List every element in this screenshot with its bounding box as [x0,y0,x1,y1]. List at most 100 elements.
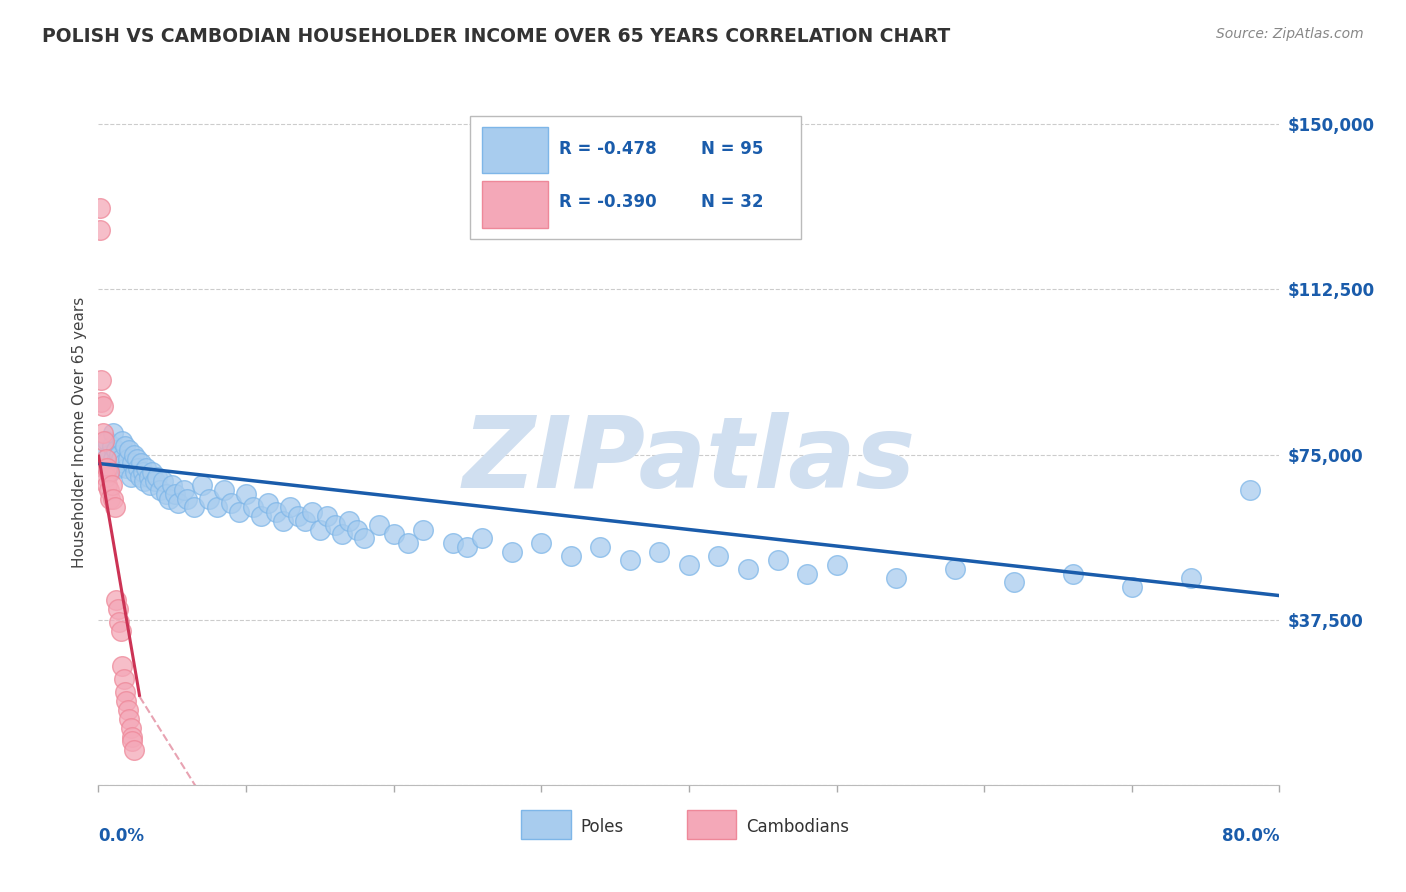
Point [91,399,114,413]
Point [93,434,115,449]
Point [121,734,143,748]
Point [353,532,375,546]
Point [90,373,112,387]
Point [943,562,966,576]
Point [368,518,391,533]
Point [146,469,169,483]
Y-axis label: Householder Income Over 65 years: Householder Income Over 65 years [72,297,87,568]
Point [165,487,187,501]
Point [89,201,111,215]
Point [457,540,479,554]
Point [737,562,759,576]
Point [143,474,166,488]
Point [648,544,671,558]
Point [139,478,162,492]
Point [112,673,135,687]
Point [97,465,120,479]
Point [382,527,405,541]
Point [191,478,214,492]
Point [111,434,134,449]
Point [93,461,115,475]
Point [110,624,132,638]
Point [127,461,149,475]
Point [301,505,323,519]
Text: ZIPatlas: ZIPatlas [463,412,915,509]
FancyBboxPatch shape [522,810,571,839]
Point [1002,575,1025,590]
Point [138,469,160,483]
Text: R = -0.390: R = -0.390 [560,194,657,211]
Point [98,491,121,506]
Point [228,505,250,519]
Point [132,465,155,479]
Point [104,500,127,515]
Point [183,500,205,515]
Point [121,457,143,471]
Point [242,500,264,515]
Point [122,448,145,462]
Point [104,457,127,471]
Point [94,469,117,483]
Point [346,523,368,537]
Point [114,685,136,699]
Point [134,474,156,488]
Point [96,478,118,492]
Point [108,615,131,629]
Point [111,659,134,673]
Point [162,478,183,492]
Text: Source: ZipAtlas.com: Source: ZipAtlas.com [1216,27,1364,41]
Point [128,469,150,483]
Point [280,500,302,515]
Point [108,448,131,462]
Point [100,478,122,492]
Point [294,514,316,528]
Point [103,425,125,440]
Point [707,549,730,563]
Point [1121,580,1143,594]
Point [114,439,136,453]
Point [167,496,190,510]
Point [105,593,128,607]
Point [1062,566,1084,581]
Point [155,487,177,501]
Point [91,425,114,440]
Point [176,491,198,506]
Point [121,730,143,744]
Text: R = -0.478: R = -0.478 [560,140,657,158]
Point [96,434,118,449]
Text: Poles: Poles [581,818,623,836]
Point [1239,483,1261,497]
Point [198,491,221,506]
Point [619,553,641,567]
Point [560,549,582,563]
Point [118,443,141,458]
Text: 0.0%: 0.0% [98,827,145,846]
Point [316,509,339,524]
Point [287,509,309,524]
Point [129,457,152,471]
Point [97,448,120,462]
Point [97,483,120,497]
Point [89,223,111,237]
Point [1180,571,1202,585]
Point [173,483,195,497]
Point [105,443,128,458]
FancyBboxPatch shape [482,181,548,227]
Point [339,514,361,528]
Point [796,566,818,581]
Point [235,487,257,501]
Point [212,483,235,497]
Point [412,523,434,537]
Point [135,461,157,475]
Text: 80.0%: 80.0% [1222,827,1279,846]
Point [884,571,907,585]
Point [118,712,141,726]
Text: N = 95: N = 95 [700,140,763,158]
Point [441,535,464,549]
Point [112,457,135,471]
Point [107,601,129,615]
Point [678,558,700,572]
Point [96,461,118,475]
Point [398,535,420,549]
Point [152,474,174,488]
